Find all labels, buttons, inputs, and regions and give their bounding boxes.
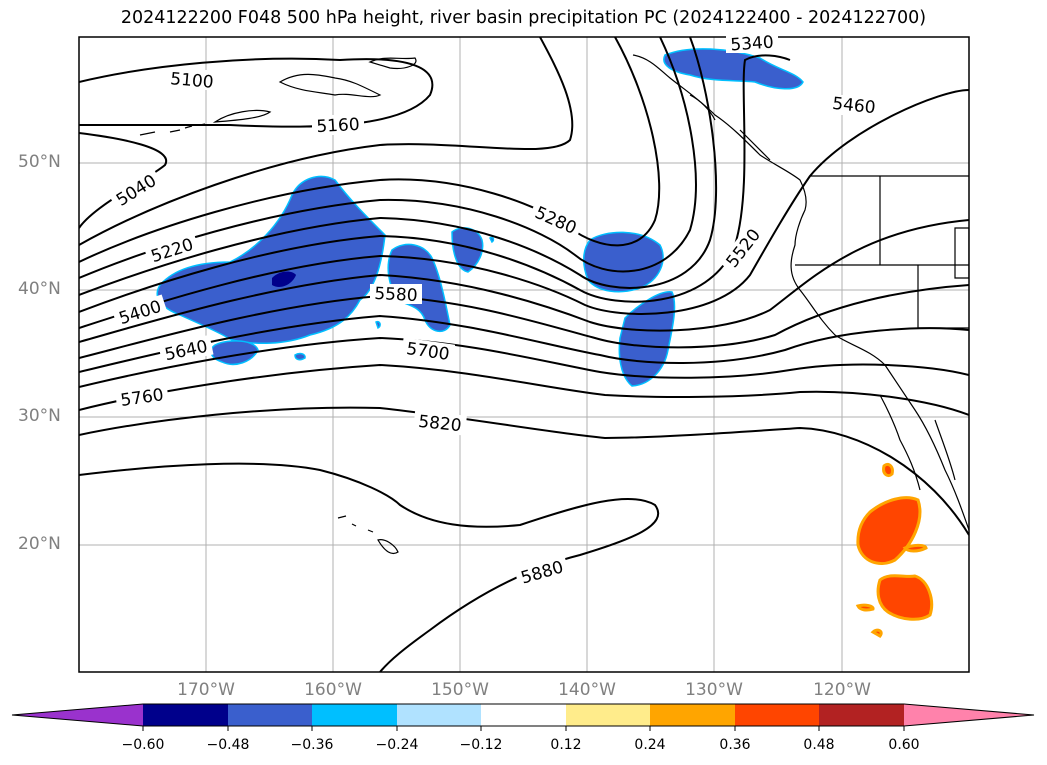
strong-negative-anomaly: [272, 271, 296, 287]
lat-label-50n: 50°N: [18, 152, 61, 172]
colorbar-tick-label: 0.36: [719, 737, 751, 753]
contour-label-5820: 5820: [417, 412, 462, 436]
lon-label-160w: 160°W: [304, 680, 362, 700]
colorbar: [11, 703, 1035, 731]
colorbar-tick-label: 0.24: [634, 737, 666, 753]
lat-label-20n: 20°N: [18, 534, 61, 554]
contour-label-5340: 5340: [730, 33, 775, 56]
colorbar-segment-under: [12, 704, 143, 726]
lon-label-120w: 120°W: [813, 680, 871, 700]
lon-label-140w: 140°W: [558, 680, 616, 700]
colorbar-tick-label: 0.60: [888, 737, 920, 753]
colorbar-segment: [397, 704, 481, 726]
lon-label-130w: 130°W: [685, 680, 743, 700]
colorbar-segment: [312, 704, 397, 726]
colorbar-tick-marks: [142, 726, 905, 731]
colorbar-tick-label: 0.12: [550, 737, 582, 753]
lon-label-170w: 170°W: [177, 680, 235, 700]
negative-anomaly-regions: [156, 48, 804, 387]
colorbar-tick-label: −0.60: [121, 737, 165, 753]
colorbar-segment: [566, 704, 650, 726]
colorbar-segment: [650, 704, 735, 726]
lat-label-30n: 30°N: [18, 406, 61, 426]
colorbar-tick-label: −0.24: [375, 737, 419, 753]
height-contours: [79, 37, 969, 672]
colorbar-segment: [735, 704, 819, 726]
colorbar-tick-label: −0.36: [290, 737, 334, 753]
colorbar-tick-label: −0.12: [459, 737, 503, 753]
contour-label-5100: 5100: [169, 69, 214, 93]
lon-label-150w: 150°W: [431, 680, 489, 700]
contour-label-5580: 5580: [374, 284, 418, 306]
colorbar-segment: [481, 704, 566, 726]
colorbar-tick-label: −0.48: [206, 737, 250, 753]
contour-label-5160: 5160: [316, 115, 360, 137]
contour-labels: 5100 5160 5340 5460 5040 5280 5520 5220 …: [108, 33, 880, 589]
coastlines: [139, 54, 969, 555]
map-title: 2024122200 F048 500 hPa height, river ba…: [120, 8, 927, 28]
contour-label-5460: 5460: [831, 94, 876, 118]
colorbar-segment: [819, 704, 904, 726]
map-border: [78, 36, 970, 673]
colorbar-segment: [143, 704, 228, 726]
positive-anomaly-regions: [855, 462, 934, 638]
colorbar-segment-over: [904, 704, 1034, 726]
colorbar-tick-label: 0.48: [803, 737, 835, 753]
lat-label-40n: 40°N: [18, 279, 61, 299]
colorbar-segment: [228, 704, 312, 726]
